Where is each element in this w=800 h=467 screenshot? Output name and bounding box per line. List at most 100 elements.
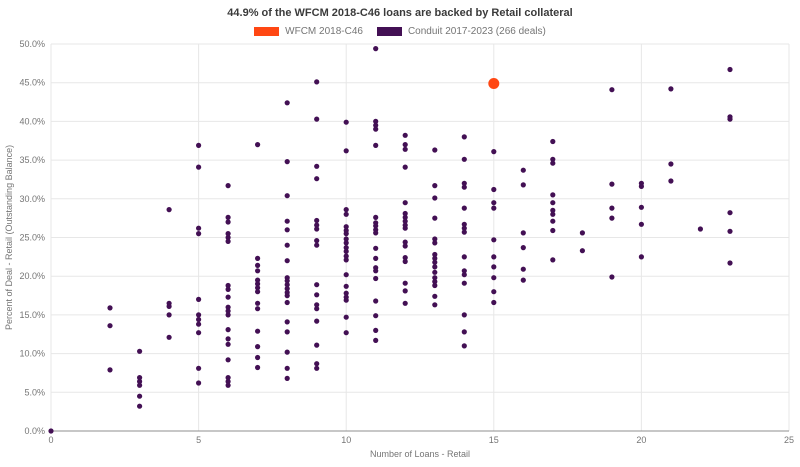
conduit-data-point[interactable] [284, 100, 290, 106]
conduit-data-point[interactable] [432, 259, 438, 265]
conduit-data-point[interactable] [166, 334, 172, 340]
conduit-data-point[interactable] [107, 305, 113, 311]
conduit-data-point[interactable] [550, 218, 556, 224]
conduit-data-point[interactable] [609, 274, 615, 280]
conduit-data-point[interactable] [255, 277, 261, 283]
conduit-data-point[interactable] [432, 269, 438, 275]
conduit-data-point[interactable] [520, 245, 526, 251]
conduit-data-point[interactable] [432, 147, 438, 153]
conduit-data-point[interactable] [550, 207, 556, 213]
conduit-data-point[interactable] [314, 79, 320, 85]
conduit-data-point[interactable] [520, 266, 526, 272]
conduit-data-point[interactable] [284, 365, 290, 371]
conduit-data-point[interactable] [402, 243, 408, 249]
conduit-data-point[interactable] [284, 319, 290, 325]
conduit-data-point[interactable] [550, 200, 556, 206]
conduit-data-point[interactable] [314, 318, 320, 324]
conduit-data-point[interactable] [255, 328, 261, 334]
conduit-data-point[interactable] [491, 200, 497, 206]
conduit-data-point[interactable] [314, 176, 320, 182]
conduit-data-point[interactable] [196, 380, 202, 386]
conduit-data-point[interactable] [225, 382, 231, 388]
conduit-data-point[interactable] [137, 378, 143, 385]
conduit-data-point[interactable] [402, 258, 408, 265]
conduit-data-point[interactable] [432, 279, 438, 285]
conduit-data-point[interactable] [225, 183, 231, 189]
conduit-data-point[interactable] [727, 260, 733, 266]
conduit-data-point[interactable] [196, 316, 202, 323]
conduit-data-point[interactable] [373, 118, 379, 124]
conduit-data-point[interactable] [432, 275, 438, 281]
conduit-data-point[interactable] [402, 210, 408, 217]
conduit-data-point[interactable] [402, 132, 408, 138]
conduit-data-point[interactable] [373, 126, 379, 132]
conduit-data-point[interactable] [284, 258, 290, 264]
conduit-data-point[interactable] [314, 282, 320, 288]
conduit-data-point[interactable] [432, 251, 438, 258]
conduit-data-point[interactable] [550, 156, 556, 162]
conduit-data-point[interactable] [284, 299, 290, 306]
conduit-data-point[interactable] [343, 224, 349, 230]
conduit-data-point[interactable] [284, 282, 290, 288]
conduit-data-point[interactable] [343, 119, 349, 125]
conduit-data-point[interactable] [314, 242, 320, 248]
conduit-data-point[interactable] [668, 161, 674, 167]
conduit-data-point[interactable] [727, 66, 733, 73]
conduit-data-point[interactable] [255, 262, 261, 268]
conduit-data-point[interactable] [343, 248, 349, 254]
conduit-data-point[interactable] [255, 300, 261, 306]
conduit-data-point[interactable] [225, 327, 231, 333]
conduit-data-point[interactable] [343, 257, 349, 263]
conduit-data-point[interactable] [284, 193, 290, 199]
conduit-data-point[interactable] [225, 282, 231, 289]
conduit-data-point[interactable] [343, 148, 349, 154]
conduit-data-point[interactable] [225, 378, 231, 385]
conduit-data-point[interactable] [461, 156, 467, 162]
conduit-data-point[interactable] [727, 116, 733, 122]
conduit-data-point[interactable] [373, 245, 379, 251]
conduit-data-point[interactable] [550, 160, 556, 166]
conduit-data-point[interactable] [461, 180, 467, 186]
conduit-data-point[interactable] [314, 361, 320, 367]
conduit-data-point[interactable] [609, 87, 615, 93]
conduit-data-point[interactable] [255, 306, 261, 312]
conduit-data-point[interactable] [137, 393, 143, 399]
conduit-data-point[interactable] [137, 382, 143, 388]
conduit-data-point[interactable] [550, 211, 556, 217]
conduit-data-point[interactable] [225, 238, 231, 244]
conduit-data-point[interactable] [196, 164, 202, 170]
conduit-data-point[interactable] [343, 231, 349, 237]
conduit-data-point[interactable] [727, 210, 733, 216]
conduit-data-point[interactable] [314, 306, 320, 312]
conduit-data-point[interactable] [137, 348, 143, 354]
conduit-data-point[interactable] [432, 236, 438, 242]
conduit-data-point[interactable] [432, 302, 438, 308]
conduit-data-point[interactable] [343, 253, 349, 259]
conduit-data-point[interactable] [461, 272, 467, 278]
conduit-data-point[interactable] [343, 211, 349, 217]
conduit-data-point[interactable] [373, 122, 379, 128]
conduit-data-point[interactable] [225, 219, 231, 225]
conduit-data-point[interactable] [314, 342, 320, 348]
conduit-data-point[interactable] [166, 312, 172, 318]
conduit-data-point[interactable] [461, 329, 467, 335]
conduit-data-point[interactable] [284, 242, 290, 248]
conduit-data-point[interactable] [196, 296, 202, 302]
conduit-data-point[interactable] [402, 239, 408, 245]
conduit-data-point[interactable] [314, 238, 320, 244]
conduit-data-point[interactable] [402, 280, 408, 286]
conduit-data-point[interactable] [402, 300, 408, 306]
conduit-data-point[interactable] [461, 280, 467, 286]
conduit-data-point[interactable] [461, 184, 467, 190]
conduit-data-point[interactable] [225, 341, 231, 347]
conduit-data-point[interactable] [225, 294, 231, 300]
conduit-data-point[interactable] [461, 225, 467, 231]
conduit-data-point[interactable] [314, 226, 320, 232]
conduit-data-point[interactable] [432, 255, 438, 261]
conduit-data-point[interactable] [343, 240, 349, 246]
conduit-data-point[interactable] [343, 314, 349, 320]
conduit-data-point[interactable] [609, 205, 615, 211]
conduit-data-point[interactable] [255, 268, 261, 274]
conduit-data-point[interactable] [461, 254, 467, 260]
conduit-data-point[interactable] [225, 312, 231, 318]
